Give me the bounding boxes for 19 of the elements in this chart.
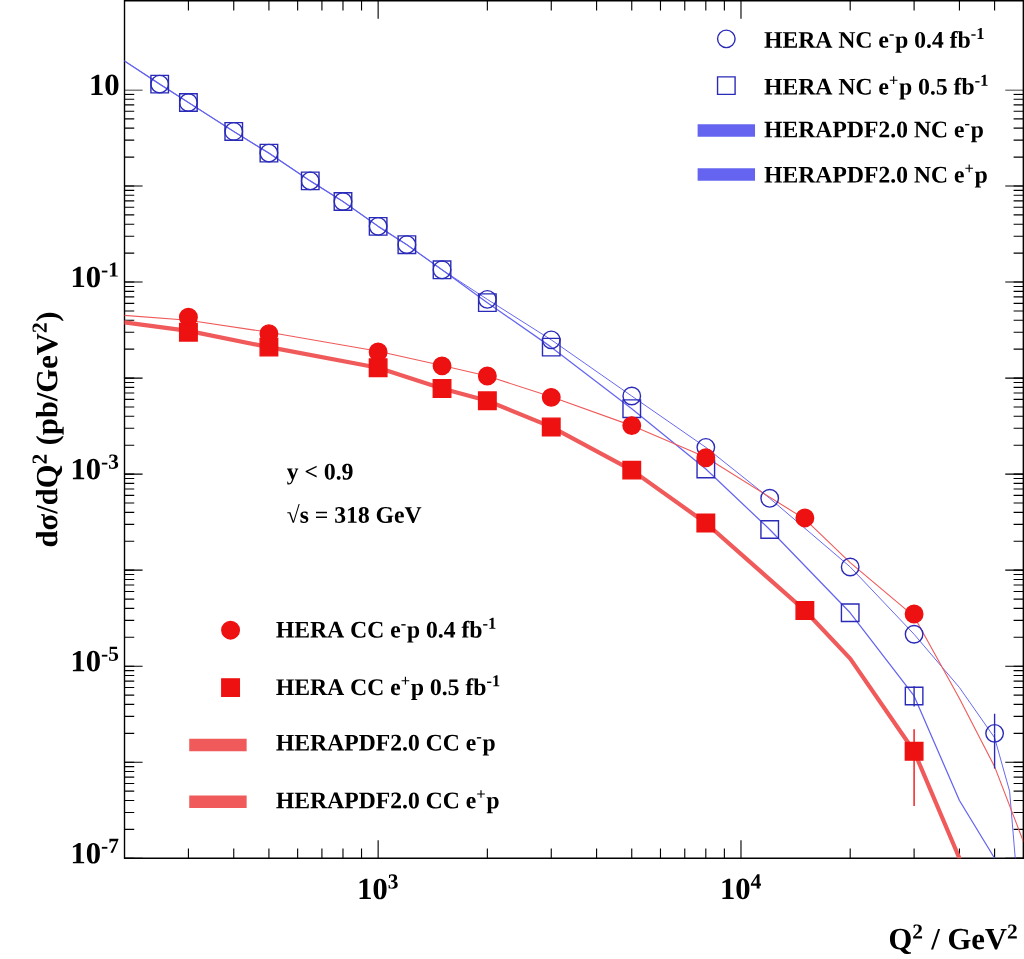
y-tick-label: 10$^{-3}$	[72, 454, 119, 480]
legend-label: HERA CC e$^{+}$p 0.5 fb$^{-1}$	[276, 675, 500, 701]
y-tick-label: 10$^{-1}$	[72, 262, 118, 288]
legend-label: HERAPDF2.0 NC e$^{+}$p	[764, 164, 987, 188]
legend-label: HERA CC e$^{-}$p 0.4 fb$^{-1}$	[276, 617, 496, 643]
annotation: √s = 318 GeV	[287, 504, 422, 524]
legend-label: HERAPDF2.0 NC e$^{-}$p	[764, 121, 983, 143]
legend-label: HERAPDF2.0 CC e$^{+}$p	[276, 790, 499, 814]
annotation: y < 0.9	[286, 463, 353, 485]
x-axis-title: Q$^{2}$ / GeV$^{2}$	[889, 924, 1017, 955]
y-tick-label: 10$^{-5}$	[72, 646, 119, 672]
x-tick-label: 10$^{4}$	[722, 874, 761, 900]
legend-label: HERAPDF2.0 CC e$^{-}$p	[276, 734, 495, 756]
y-tick-label: 10$^{-7}$	[72, 838, 119, 864]
y-axis-title: dσ/dQ$^{2}$ (pb/GeV$^{2}$)	[32, 313, 64, 547]
y-tick-label: 10	[91, 74, 119, 96]
x-tick-label: 10$^{3}$	[359, 874, 398, 900]
legend-label: HERA NC e$^{-}$p 0.4 fb$^{-1}$	[764, 28, 984, 53]
legend-label: HERA NC e$^{+}$p 0.5 fb$^{-1}$	[764, 74, 988, 100]
